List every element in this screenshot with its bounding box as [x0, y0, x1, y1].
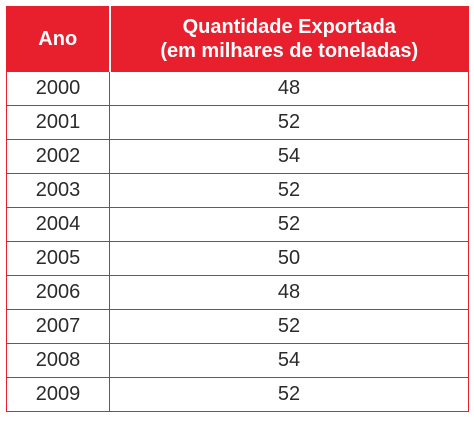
cell-year: 2009 [6, 377, 110, 412]
table-row: 2002 54 [6, 139, 469, 174]
cell-year: 2006 [6, 275, 110, 310]
cell-year: 2005 [6, 241, 110, 276]
table-row: 2000 48 [6, 71, 469, 106]
cell-quantity: 52 [109, 173, 469, 208]
header-row: Ano Quantidade Exportada (em milhares de… [6, 6, 469, 72]
header-quantity-title: Quantidade Exportada [182, 16, 396, 38]
cell-quantity: 52 [109, 207, 469, 242]
header-quantity: Quantidade Exportada (em milhares de ton… [109, 6, 469, 72]
cell-quantity: 52 [109, 309, 469, 344]
cell-year: 2001 [6, 105, 110, 140]
cell-year: 2003 [6, 173, 110, 208]
cell-quantity: 50 [109, 241, 469, 276]
cell-year: 2004 [6, 207, 110, 242]
cell-quantity: 54 [109, 343, 469, 378]
header-quantity-unit: (em milhares de toneladas) [160, 40, 419, 62]
cell-quantity: 54 [109, 139, 469, 174]
table-row: 2008 54 [6, 343, 469, 378]
table-row: 2003 52 [6, 173, 469, 208]
cell-quantity: 52 [109, 105, 469, 140]
table-row: 2001 52 [6, 105, 469, 140]
cell-quantity: 48 [109, 275, 469, 310]
export-table: Ano Quantidade Exportada (em milhares de… [6, 6, 469, 412]
header-year: Ano [6, 6, 111, 72]
cell-year: 2002 [6, 139, 110, 174]
cell-year: 2007 [6, 309, 110, 344]
table-row: 2004 52 [6, 207, 469, 242]
cell-quantity: 52 [109, 377, 469, 412]
table-body: 2000 48 2001 52 2002 54 2003 52 2004 52 2005 50 2006… [6, 71, 469, 412]
cell-year: 2000 [6, 71, 110, 106]
table-row: 2007 52 [6, 309, 469, 344]
table-row: 2009 52 [6, 377, 469, 412]
export-table-container: Ano Quantidade Exportada (em milhares de… [6, 6, 469, 412]
cell-year: 2008 [6, 343, 110, 378]
table-row: 2006 48 [6, 275, 469, 310]
table-header: Ano Quantidade Exportada (em milhares de… [6, 6, 469, 72]
table-row: 2005 50 [6, 241, 469, 276]
cell-quantity: 48 [109, 71, 469, 106]
